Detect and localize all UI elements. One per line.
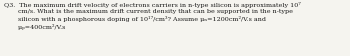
- Text: Q3.  The maximum drift velocity of electrons carriers in n-type silicon is appro: Q3. The maximum drift velocity of electr…: [4, 2, 301, 30]
